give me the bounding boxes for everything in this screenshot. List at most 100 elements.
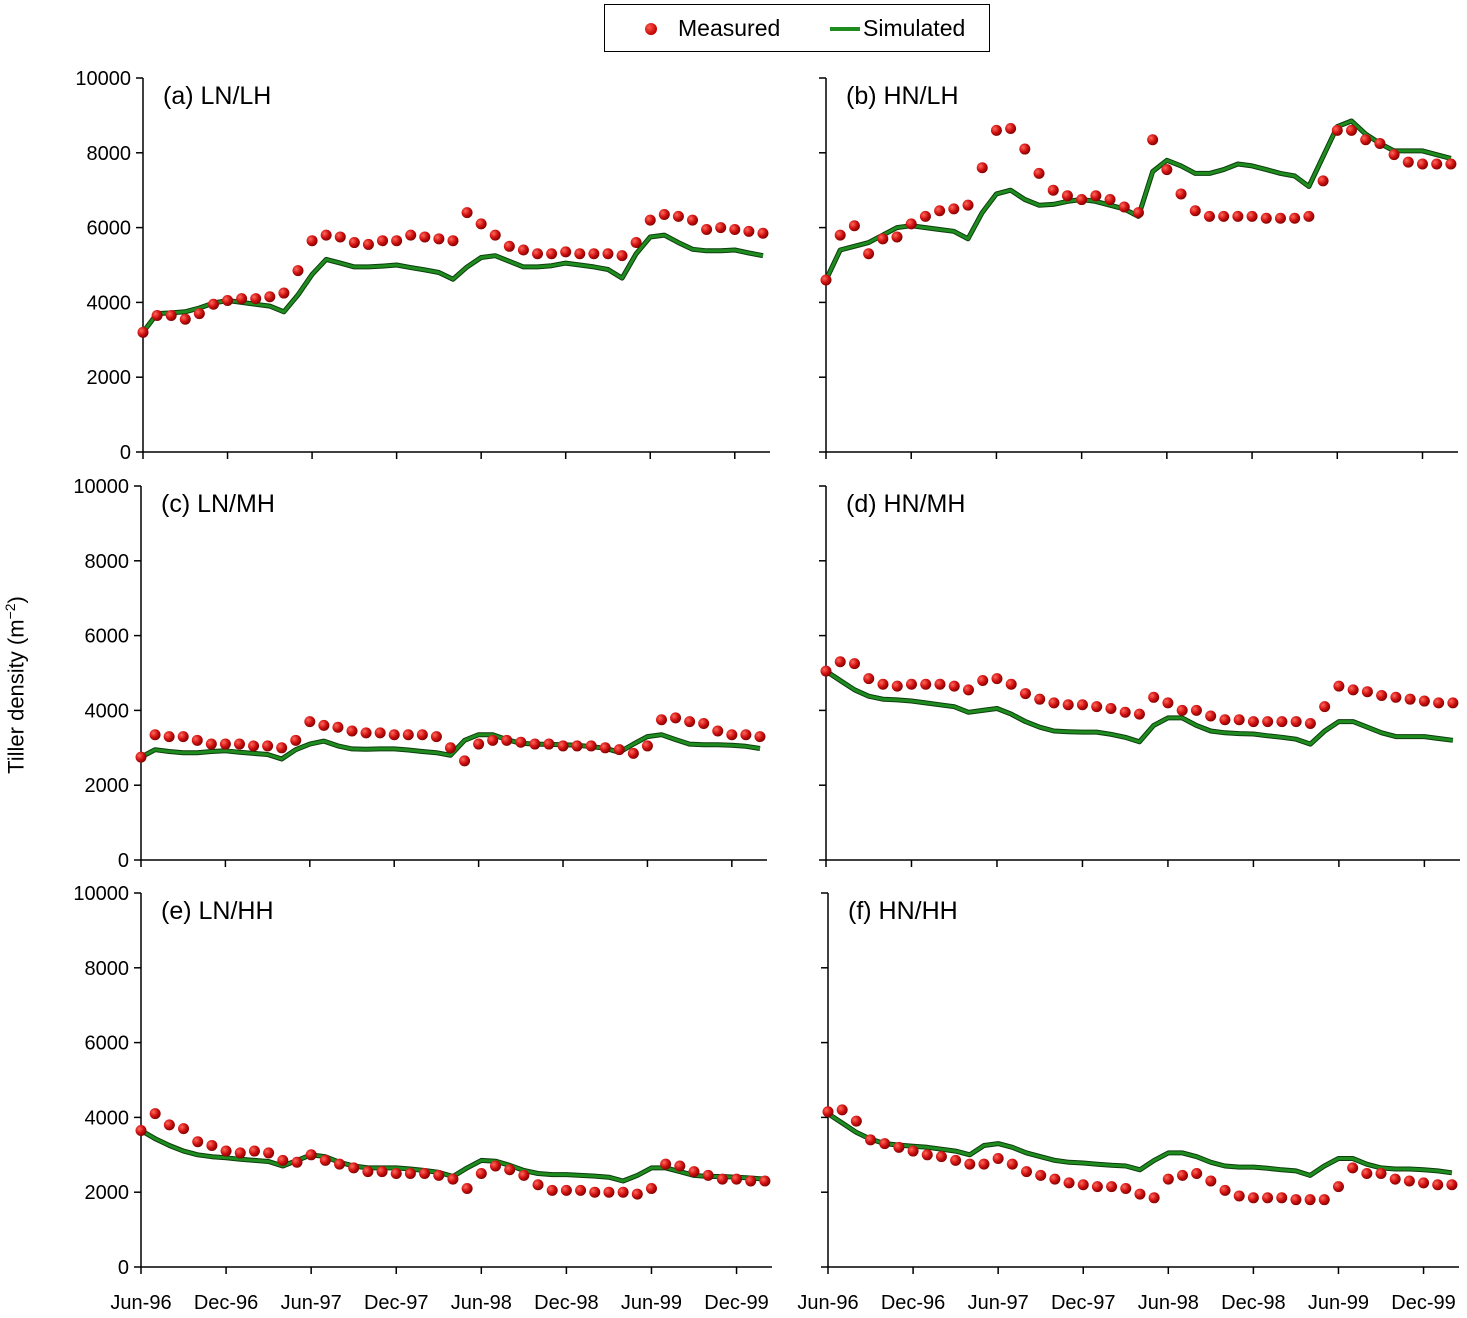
measured-point xyxy=(207,298,219,310)
measured-point xyxy=(1289,212,1301,224)
legend: Measured Simulated xyxy=(604,4,990,52)
measured-point xyxy=(1345,124,1357,136)
measured-point xyxy=(641,740,653,752)
measured-point xyxy=(1402,156,1414,168)
measured-point xyxy=(135,751,147,763)
measured-point xyxy=(179,313,191,325)
measured-point xyxy=(362,1166,374,1178)
measured-point xyxy=(292,265,304,277)
legend-simulated-line xyxy=(830,27,860,31)
measured-point xyxy=(1005,678,1017,690)
measured-point xyxy=(165,309,177,321)
measured-point xyxy=(976,162,988,174)
measured-point xyxy=(320,229,332,241)
measured-point xyxy=(627,747,639,759)
measured-point xyxy=(1062,699,1074,711)
measured-point xyxy=(430,731,442,743)
y-tick-label: 10000 xyxy=(75,68,131,90)
measured-point xyxy=(192,1136,204,1148)
measured-point xyxy=(729,223,741,235)
legend-measured-marker xyxy=(645,23,657,35)
measured-point xyxy=(962,199,974,211)
measured-point xyxy=(1247,716,1259,728)
measured-point xyxy=(950,1154,962,1166)
y-tick-label: 8000 xyxy=(87,143,132,165)
measured-point xyxy=(660,1158,672,1170)
measured-point xyxy=(334,231,346,243)
simulated-line xyxy=(824,119,1452,281)
measured-point xyxy=(726,729,738,741)
y-tick-label: 6000 xyxy=(85,1033,130,1055)
measured-point xyxy=(575,1184,587,1196)
measured-point xyxy=(1189,205,1201,217)
measured-point xyxy=(834,229,846,241)
measured-point xyxy=(278,287,290,299)
measured-point xyxy=(444,742,456,754)
measured-point xyxy=(219,738,231,750)
measured-point xyxy=(1133,708,1145,720)
measured-point xyxy=(304,716,316,728)
measured-point xyxy=(585,740,597,752)
measured-point xyxy=(177,731,189,743)
measured-point xyxy=(248,1145,260,1157)
measured-point xyxy=(655,714,667,726)
measured-point xyxy=(613,744,625,756)
measured-point xyxy=(1118,201,1130,213)
measured-point xyxy=(1262,716,1274,728)
measured-point xyxy=(599,742,611,754)
measured-point xyxy=(1445,158,1457,170)
measured-point xyxy=(920,678,932,690)
measured-point xyxy=(419,231,431,243)
measured-point xyxy=(850,1115,862,1127)
measured-point xyxy=(1132,207,1144,219)
measured-point xyxy=(1331,124,1343,136)
measured-point xyxy=(964,1158,976,1170)
measured-point xyxy=(992,1153,1004,1165)
measured-point xyxy=(820,665,832,677)
x-tick-label: Dec-98 xyxy=(1221,1292,1285,1314)
simulated-line-shadow xyxy=(141,232,764,334)
y-tick-label: 8000 xyxy=(85,551,130,573)
measured-point xyxy=(1063,1177,1075,1189)
measured-point xyxy=(1021,1166,1033,1178)
measured-point xyxy=(402,729,414,741)
x-tick-label: Dec-96 xyxy=(881,1292,945,1314)
measured-point xyxy=(318,719,330,731)
panel-title: (c) LN/MH xyxy=(161,490,275,518)
measured-point xyxy=(205,738,217,750)
measured-point xyxy=(1176,1169,1188,1181)
y-tick-label: 0 xyxy=(118,1257,129,1279)
measured-point xyxy=(501,734,513,746)
measured-point xyxy=(1431,158,1443,170)
measured-point xyxy=(404,1168,416,1179)
measured-point xyxy=(447,1173,459,1185)
measured-point xyxy=(687,214,699,226)
measured-point xyxy=(191,734,203,746)
measured-point xyxy=(1161,164,1173,176)
measured-point xyxy=(1333,680,1345,692)
measured-point xyxy=(135,1124,147,1136)
measured-point xyxy=(1005,122,1017,134)
measured-point xyxy=(1147,134,1159,146)
measured-point xyxy=(473,738,485,750)
measured-point xyxy=(759,1175,771,1187)
measured-point xyxy=(276,742,288,754)
measured-point xyxy=(1061,190,1073,202)
measured-point xyxy=(1232,210,1244,222)
measured-point xyxy=(264,291,276,303)
measured-point xyxy=(250,293,262,305)
measured-point xyxy=(1090,190,1102,202)
measured-point xyxy=(1290,716,1302,728)
measured-point xyxy=(1148,1192,1160,1204)
measured-point xyxy=(236,293,248,305)
measured-point xyxy=(1376,689,1388,701)
y-tick-label: 8000 xyxy=(85,958,130,980)
measured-point xyxy=(1361,1168,1373,1179)
measured-point xyxy=(834,656,846,668)
x-tick-label: Jun-98 xyxy=(1138,1292,1199,1314)
y-tick-label: 0 xyxy=(120,442,131,464)
measured-point xyxy=(1303,210,1315,222)
measured-point xyxy=(658,209,670,221)
measured-point xyxy=(1034,693,1046,705)
simulated-line xyxy=(140,733,761,761)
